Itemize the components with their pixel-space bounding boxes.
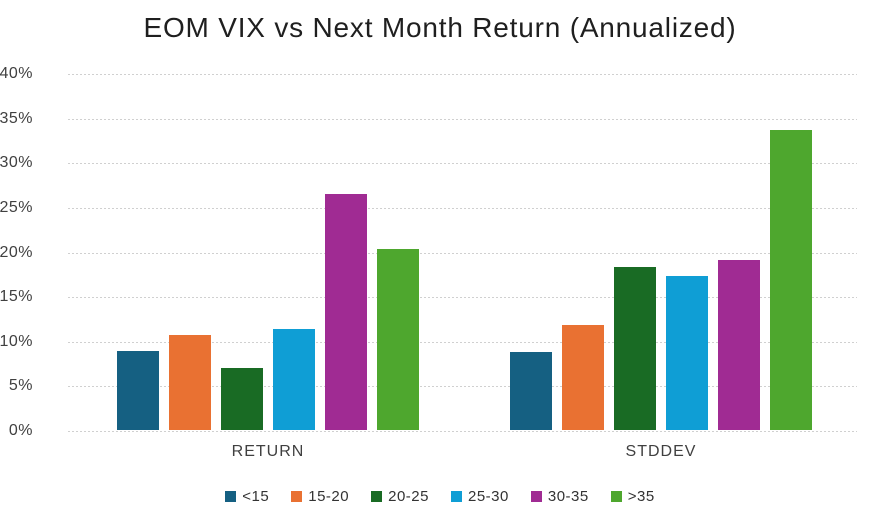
gridline [68, 386, 857, 388]
gridline [68, 163, 857, 165]
y-axis-tick-label: 10% [0, 332, 33, 350]
legend-label: 15-20 [308, 488, 350, 505]
legend-label: >35 [627, 488, 655, 505]
legend-swatch-icon [530, 491, 542, 502]
legend-label: 30-35 [547, 488, 589, 505]
legend-label: <15 [242, 488, 270, 505]
bar-group-stddev [510, 130, 812, 430]
bar-stddev-<15 [510, 352, 552, 430]
legend-item-30-35: 30-35 [530, 488, 589, 505]
bar-return-25-30 [273, 329, 315, 430]
gridline [68, 252, 857, 254]
gridline [68, 207, 857, 209]
legend-item-<15: <15 [225, 488, 269, 505]
legend-label: 25-30 [468, 488, 509, 505]
category-label-return: RETURN [231, 443, 305, 460]
legend-swatch-icon [610, 491, 622, 502]
y-axis-tick-label: 40% [0, 65, 33, 82]
legend-swatch-icon [371, 491, 383, 502]
legend-label: 20-25 [388, 488, 429, 505]
legend: <15 15-20 20-25 25-30 30-35 >35 [0, 488, 880, 505]
bar-stddev-20-25 [614, 266, 656, 430]
legend-swatch-icon [291, 491, 303, 502]
legend-item-25-30: 25-30 [451, 488, 509, 505]
legend-swatch-icon [225, 491, 237, 502]
bar-return-<15 [117, 351, 159, 430]
chart-title: EOM VIX vs Next Month Return (Annualized… [143, 12, 737, 43]
bar-stddev-25-30 [666, 275, 708, 430]
bar-stddev->35 [770, 130, 812, 430]
category-label-stddev: STDDEV [625, 443, 697, 460]
legend-swatch-icon [451, 491, 462, 502]
y-axis-tick-label: 30% [0, 154, 33, 172]
bar-return-20-25 [221, 368, 263, 430]
y-axis-tick-label: 35% [0, 109, 33, 127]
y-axis-tick-label: 25% [0, 198, 33, 216]
gridline [68, 431, 857, 432]
gridline [68, 341, 857, 343]
bar-return->35 [377, 248, 419, 430]
y-axis-tick-label: 5% [8, 377, 33, 395]
y-axis-tick-label: 20% [0, 243, 33, 261]
gridline [68, 74, 857, 75]
legend-item->35: >35 [610, 488, 655, 505]
y-axis-tick-label: 0% [8, 422, 33, 439]
gridline [68, 297, 857, 299]
bar-group-return [117, 194, 419, 430]
bar-return-30-35 [325, 194, 367, 430]
legend-item-20-25: 20-25 [371, 488, 429, 505]
plot-area: 0% 5% 10% 15% 20% 25% 30% 35% 40% [0, 65, 857, 439]
gridline [68, 118, 857, 120]
y-axis-tick-label: 15% [0, 288, 33, 306]
legend-item-15-20: 15-20 [291, 488, 349, 505]
bar-stddev-30-35 [718, 259, 760, 430]
bar-stddev-15-20 [562, 324, 604, 430]
bar-return-15-20 [169, 335, 211, 430]
